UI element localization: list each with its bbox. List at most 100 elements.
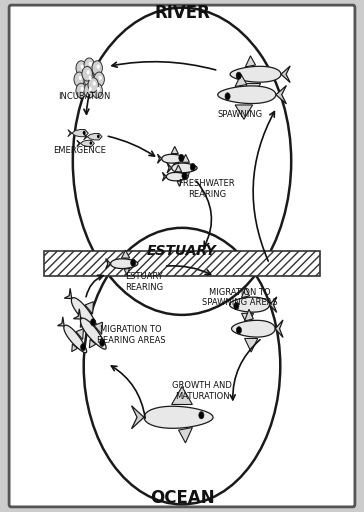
Polygon shape: [71, 297, 97, 329]
Polygon shape: [281, 66, 290, 82]
Circle shape: [97, 135, 100, 138]
Circle shape: [84, 83, 94, 98]
Polygon shape: [76, 329, 83, 339]
Circle shape: [97, 65, 100, 69]
FancyBboxPatch shape: [9, 5, 355, 507]
Polygon shape: [235, 74, 247, 87]
Polygon shape: [245, 56, 256, 67]
Circle shape: [83, 131, 86, 135]
Circle shape: [100, 339, 105, 346]
Polygon shape: [158, 154, 162, 163]
Circle shape: [74, 72, 84, 87]
Circle shape: [94, 72, 104, 87]
Polygon shape: [270, 297, 277, 312]
Polygon shape: [80, 318, 106, 349]
Polygon shape: [230, 67, 281, 82]
Polygon shape: [182, 155, 189, 162]
Polygon shape: [58, 317, 64, 326]
Circle shape: [91, 318, 96, 326]
Circle shape: [81, 87, 84, 91]
Circle shape: [76, 83, 86, 98]
Circle shape: [93, 81, 96, 86]
Text: MIGRATION TO
SPAWNING AREAS: MIGRATION TO SPAWNING AREAS: [202, 288, 278, 307]
Circle shape: [179, 154, 184, 161]
Text: SPAWNING: SPAWNING: [218, 110, 263, 119]
Polygon shape: [68, 130, 72, 137]
Circle shape: [82, 67, 92, 81]
Polygon shape: [245, 309, 253, 321]
Polygon shape: [106, 259, 111, 269]
Polygon shape: [64, 288, 72, 298]
Text: INCUBATION: INCUBATION: [58, 92, 111, 101]
Text: RIVER: RIVER: [154, 4, 210, 23]
Polygon shape: [80, 140, 94, 146]
Polygon shape: [87, 134, 102, 140]
Text: OCEAN: OCEAN: [150, 488, 214, 507]
Polygon shape: [218, 86, 276, 103]
Polygon shape: [232, 321, 275, 337]
Polygon shape: [177, 181, 182, 186]
Polygon shape: [242, 313, 254, 326]
Circle shape: [89, 76, 92, 80]
Polygon shape: [85, 302, 94, 314]
Polygon shape: [144, 407, 213, 428]
Text: MIGRATION TO
REARING AREAS: MIGRATION TO REARING AREAS: [97, 325, 165, 345]
Circle shape: [236, 327, 241, 334]
Circle shape: [81, 65, 84, 69]
Polygon shape: [172, 163, 197, 173]
Polygon shape: [72, 344, 78, 352]
Bar: [44, 251, 320, 276]
Polygon shape: [276, 86, 286, 104]
Polygon shape: [235, 105, 253, 119]
Circle shape: [99, 76, 102, 80]
Text: ESTUARY
REARING: ESTUARY REARING: [125, 272, 163, 292]
Polygon shape: [89, 339, 96, 348]
Circle shape: [131, 259, 136, 266]
Polygon shape: [275, 320, 283, 337]
Circle shape: [190, 163, 195, 170]
Polygon shape: [131, 406, 144, 429]
Circle shape: [236, 72, 241, 79]
Polygon shape: [172, 387, 193, 404]
Circle shape: [92, 83, 102, 98]
Circle shape: [88, 78, 98, 92]
Text: EMERGENCE: EMERGENCE: [53, 146, 106, 155]
Polygon shape: [162, 172, 166, 181]
Polygon shape: [77, 140, 80, 146]
Circle shape: [89, 87, 92, 91]
Polygon shape: [64, 325, 87, 353]
Circle shape: [225, 93, 230, 100]
Circle shape: [92, 61, 102, 75]
Polygon shape: [171, 146, 178, 154]
Polygon shape: [162, 154, 185, 163]
Polygon shape: [179, 428, 193, 443]
Text: ESTUARY: ESTUARY: [147, 244, 217, 258]
Polygon shape: [174, 163, 178, 169]
Circle shape: [90, 141, 92, 145]
Polygon shape: [166, 173, 188, 181]
Polygon shape: [74, 309, 81, 319]
Circle shape: [199, 412, 204, 419]
Circle shape: [234, 303, 239, 310]
Text: GROWTH AND
MATURATION: GROWTH AND MATURATION: [172, 381, 232, 401]
Circle shape: [84, 58, 94, 73]
Circle shape: [79, 76, 82, 80]
Polygon shape: [80, 319, 87, 327]
Polygon shape: [245, 83, 261, 96]
Polygon shape: [185, 173, 189, 179]
Circle shape: [87, 70, 90, 74]
Polygon shape: [94, 322, 103, 334]
Polygon shape: [242, 287, 250, 297]
Polygon shape: [72, 130, 88, 137]
Text: FRESHWATER
REARING: FRESHWATER REARING: [178, 179, 235, 199]
Circle shape: [89, 61, 92, 66]
Polygon shape: [167, 163, 172, 173]
Polygon shape: [175, 165, 182, 172]
Circle shape: [84, 72, 94, 87]
Polygon shape: [230, 297, 270, 312]
Polygon shape: [245, 338, 258, 352]
Polygon shape: [84, 134, 87, 140]
Circle shape: [80, 344, 86, 351]
Circle shape: [76, 61, 86, 75]
Polygon shape: [111, 259, 138, 268]
